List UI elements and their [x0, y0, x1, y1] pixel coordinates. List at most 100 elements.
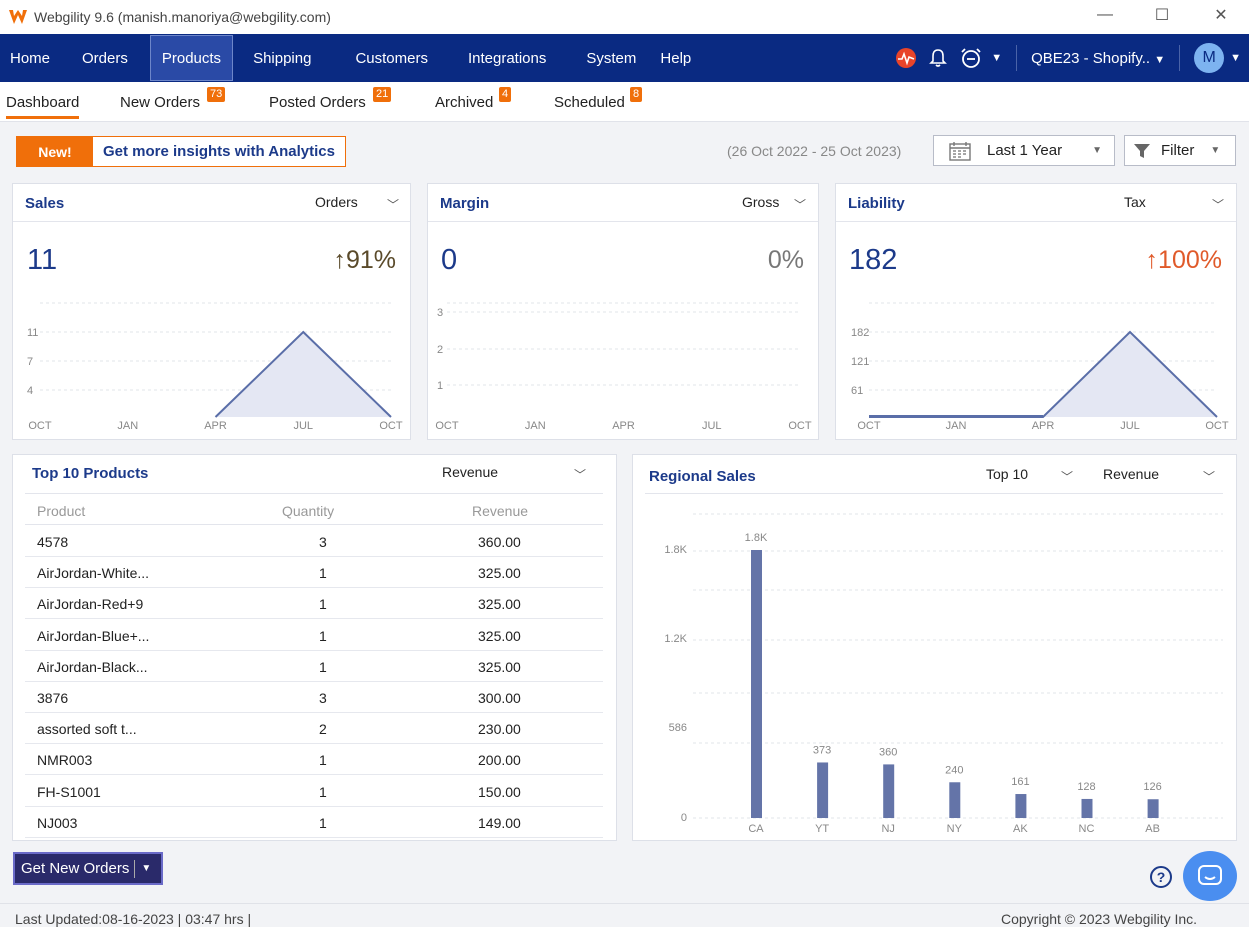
- table-row[interactable]: FH-S1001 1 150.00: [25, 776, 603, 807]
- table-row[interactable]: AirJordan-White... 1 325.00: [25, 557, 603, 589]
- sub-tabs: Dashboard New Orders 73 Posted Orders 21 A…: [0, 82, 1249, 122]
- regional-top-dropdown[interactable]: Top 10: [986, 466, 1029, 482]
- analytics-promo[interactable]: New! Get more insights with Analytics: [16, 136, 346, 167]
- table-row[interactable]: assorted soft t... 2 230.00: [25, 713, 603, 745]
- x-tick-label: JAN: [946, 420, 967, 432]
- table-row[interactable]: 3876 3 300.00: [25, 682, 603, 713]
- table-header: Product Quantity Revenue: [25, 493, 603, 525]
- alarm-chevron-down-icon[interactable]: ▼: [991, 52, 1003, 64]
- bar-value-label: 1.8K: [745, 532, 768, 544]
- title-bar: Webgility 9.6 (manish.manoriya@webgility…: [0, 0, 1249, 34]
- top-products-header-spacer: [25, 463, 603, 493]
- period-dropdown[interactable]: Last 1 Year ▼: [933, 135, 1115, 166]
- col-product: Product: [37, 503, 86, 519]
- alarm-clock-icon[interactable]: ▼: [959, 47, 1002, 69]
- bar-value-label: 126: [1143, 781, 1161, 793]
- get-new-orders-button[interactable]: Get New Orders ▼: [13, 852, 163, 885]
- y-tick-label: 7: [27, 356, 33, 368]
- tab-scheduled[interactable]: Scheduled 8: [554, 87, 643, 111]
- tab-archived[interactable]: Archived 4: [435, 87, 512, 111]
- nav-divider: [1179, 45, 1181, 71]
- y-tick-label: 0: [681, 812, 687, 824]
- x-tick-label: NJ: [881, 823, 894, 835]
- nav-integrations[interactable]: Integrations: [467, 49, 547, 67]
- product-revenue: 149.00: [478, 814, 521, 831]
- y-tick-label: 3: [437, 307, 443, 319]
- x-tick-label: NC: [1079, 823, 1095, 835]
- liability-chevron-down-icon[interactable]: ﹀: [1212, 198, 1225, 212]
- divider: [645, 493, 1223, 494]
- table-row[interactable]: 4578 3 360.00: [25, 526, 603, 557]
- margin-value: 0: [441, 244, 458, 276]
- analytics-link[interactable]: Get more insights with Analytics: [103, 143, 335, 160]
- table-row[interactable]: NMR003 1 200.00: [25, 744, 603, 776]
- avatar[interactable]: M: [1194, 43, 1225, 73]
- regional-metric-dropdown[interactable]: Revenue: [1103, 466, 1160, 482]
- nav-orders[interactable]: Orders: [82, 49, 128, 67]
- margin-chart: 3 2 1 OCT JAN APR JUL OCT: [435, 302, 812, 432]
- product-quantity: 2: [319, 721, 327, 738]
- avatar-chevron-down-icon[interactable]: ▼: [1230, 52, 1241, 64]
- table-row[interactable]: AirJordan-Black... 1 325.00: [25, 651, 603, 682]
- get-orders-chevron-down-icon[interactable]: ▼: [141, 863, 152, 874]
- product-quantity: 1: [319, 783, 327, 800]
- nav-shipping[interactable]: Shipping: [253, 49, 312, 67]
- sales-change: ↑91%: [333, 246, 396, 274]
- top-products-metric-dropdown[interactable]: Revenue: [442, 464, 499, 480]
- regional-metric-chevron-down-icon[interactable]: ﹀: [1203, 470, 1216, 484]
- x-tick-label: YT: [815, 823, 829, 835]
- nav-home[interactable]: Home: [10, 49, 51, 67]
- top-products-chevron-down-icon[interactable]: ﹀: [574, 468, 587, 482]
- x-tick-label: OCT: [28, 420, 52, 432]
- margin-chevron-down-icon[interactable]: ﹀: [794, 198, 807, 212]
- bell-icon[interactable]: [929, 48, 948, 68]
- sales-metric-dropdown[interactable]: Orders: [315, 194, 358, 210]
- maximize-button[interactable]: ☐: [1154, 7, 1170, 24]
- calendar-icon: [949, 141, 971, 161]
- bar-yt: [817, 762, 829, 818]
- pulse-icon[interactable]: [895, 47, 917, 69]
- split-divider: [134, 859, 136, 878]
- margin-metric-dropdown[interactable]: Gross: [742, 194, 780, 210]
- main-nav: Home Orders Products Shipping Customers …: [0, 34, 1249, 82]
- tab-dashboard[interactable]: Dashboard: [6, 94, 80, 119]
- sales-chevron-down-icon[interactable]: ﹀: [387, 198, 400, 212]
- x-tick-label: APR: [612, 420, 635, 432]
- product-quantity: 3: [319, 534, 327, 550]
- product-revenue: 150.00: [478, 783, 521, 800]
- x-tick-label: JAN: [117, 420, 138, 432]
- table-row[interactable]: AirJordan-Blue+... 1 325.00: [25, 620, 603, 651]
- store-chevron-down-icon: ▼: [1154, 53, 1166, 66]
- new-label: New!: [17, 137, 93, 166]
- col-revenue: Revenue: [472, 503, 529, 519]
- margin-card: Margin Gross ﹀ 0 0% 3 2 1 OCT JAN APR JUL OCT: [427, 183, 819, 440]
- product-quantity: 1: [319, 814, 327, 831]
- store-selector[interactable]: QBE23 - Shopify.. ▼: [1031, 49, 1166, 67]
- nav-system[interactable]: System: [586, 49, 637, 67]
- table-row[interactable]: NJ003 1 149.00: [25, 807, 603, 838]
- regional-top-chevron-down-icon[interactable]: ﹀: [1061, 470, 1074, 484]
- top-products-title: Top 10 Products: [32, 465, 149, 482]
- new-orders-badge: 73: [207, 87, 226, 102]
- chat-icon[interactable]: [1183, 851, 1237, 901]
- tab-new-orders[interactable]: New Orders 73: [120, 87, 226, 111]
- x-tick-label: AK: [1013, 823, 1028, 835]
- filter-button[interactable]: Filter ▼: [1124, 135, 1236, 166]
- nav-customers[interactable]: Customers: [355, 49, 428, 67]
- tab-posted-orders[interactable]: Posted Orders 21: [269, 87, 392, 111]
- minimize-button[interactable]: —: [1097, 6, 1113, 23]
- nav-help[interactable]: Help: [660, 49, 692, 67]
- liability-metric-dropdown[interactable]: Tax: [1124, 194, 1146, 210]
- y-tick-label: 1.8K: [664, 544, 687, 556]
- close-button[interactable]: ✕: [1214, 7, 1228, 24]
- footer: Last Updated:08-16-2023 | 03:47 hrs | Co…: [0, 903, 1249, 927]
- sales-card-header: Sales Orders ﹀: [13, 184, 410, 222]
- product-revenue: 360.00: [478, 534, 521, 550]
- margin-change: 0%: [767, 246, 804, 274]
- nav-products[interactable]: Products: [149, 35, 234, 81]
- webgility-logo-icon: [9, 10, 27, 24]
- bar-value-label: 240: [945, 764, 963, 776]
- help-icon[interactable]: ?: [1150, 866, 1172, 888]
- table-row[interactable]: AirJordan-Red+9 1 325.00: [25, 588, 603, 620]
- x-tick-label: OCT: [1205, 420, 1229, 432]
